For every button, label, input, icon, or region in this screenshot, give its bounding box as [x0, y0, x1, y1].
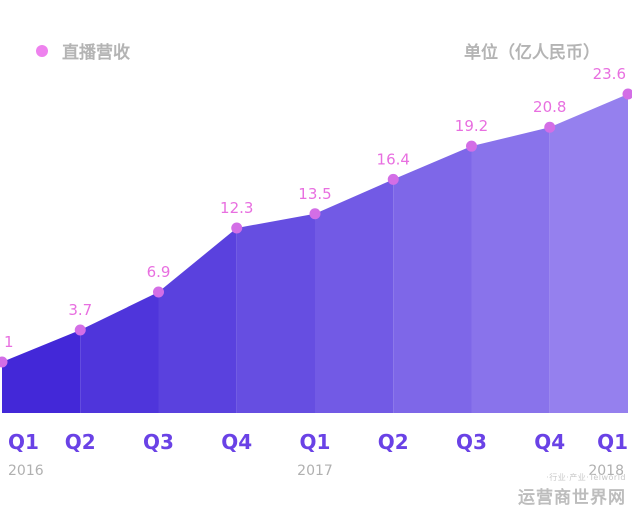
area-strips	[2, 94, 628, 413]
value-label: 16.4	[377, 150, 410, 168]
data-point	[387, 173, 399, 185]
quarter-tick-label: Q1	[597, 430, 628, 454]
x-axis-labels: Q1 Q2 Q3 Q4 Q1 Q2 Q3 Q4 Q1 2016 2017 2018	[8, 430, 628, 479]
area-segment	[158, 228, 237, 413]
value-label: 3.7	[68, 301, 92, 319]
value-label: 19.2	[455, 117, 488, 135]
area-segment	[315, 179, 394, 413]
legend-series-label: 直播营收	[62, 43, 130, 63]
data-point	[466, 140, 477, 152]
quarter-tick-label: Q3	[143, 430, 174, 454]
quarter-tick-label: Q2	[378, 430, 409, 454]
area-segment	[393, 146, 472, 413]
value-label: 20.8	[533, 98, 566, 116]
value-label: 13.5	[298, 185, 331, 203]
value-label: 6.9	[147, 263, 171, 281]
year-label: 2018	[588, 463, 624, 479]
area-segment	[549, 94, 628, 413]
unit-label: 单位（亿人民币）	[464, 43, 600, 63]
data-point	[74, 324, 86, 336]
quarter-tick-label: Q3	[456, 430, 487, 454]
quarter-tick-label: Q2	[65, 430, 96, 454]
data-point	[231, 222, 243, 234]
value-labels: 1 3.7 6.9 12.3 13.5 16.4 19.2 20.8 23.6	[4, 65, 626, 351]
area-segment	[471, 127, 550, 413]
quarter-tick-label: Q1	[300, 430, 331, 454]
area-segment	[236, 213, 315, 413]
area-segment	[80, 292, 159, 413]
quarter-tick-label: Q1	[8, 430, 39, 454]
value-label: 12.3	[220, 199, 253, 217]
value-label: 1	[4, 333, 14, 351]
legend: 直播营收	[36, 38, 130, 63]
data-point	[544, 121, 556, 133]
legend-dot-icon	[36, 44, 48, 57]
area-segment	[2, 329, 81, 413]
year-label: 2017	[297, 463, 333, 479]
quarter-tick-label: Q4	[221, 430, 252, 454]
data-point	[153, 286, 164, 298]
data-points	[0, 88, 632, 368]
data-point	[309, 208, 321, 220]
quarter-tick-label: Q4	[534, 430, 565, 454]
year-label: 2016	[8, 463, 44, 479]
value-label: 23.6	[593, 65, 626, 83]
data-point	[0, 356, 8, 368]
data-point	[622, 88, 632, 100]
